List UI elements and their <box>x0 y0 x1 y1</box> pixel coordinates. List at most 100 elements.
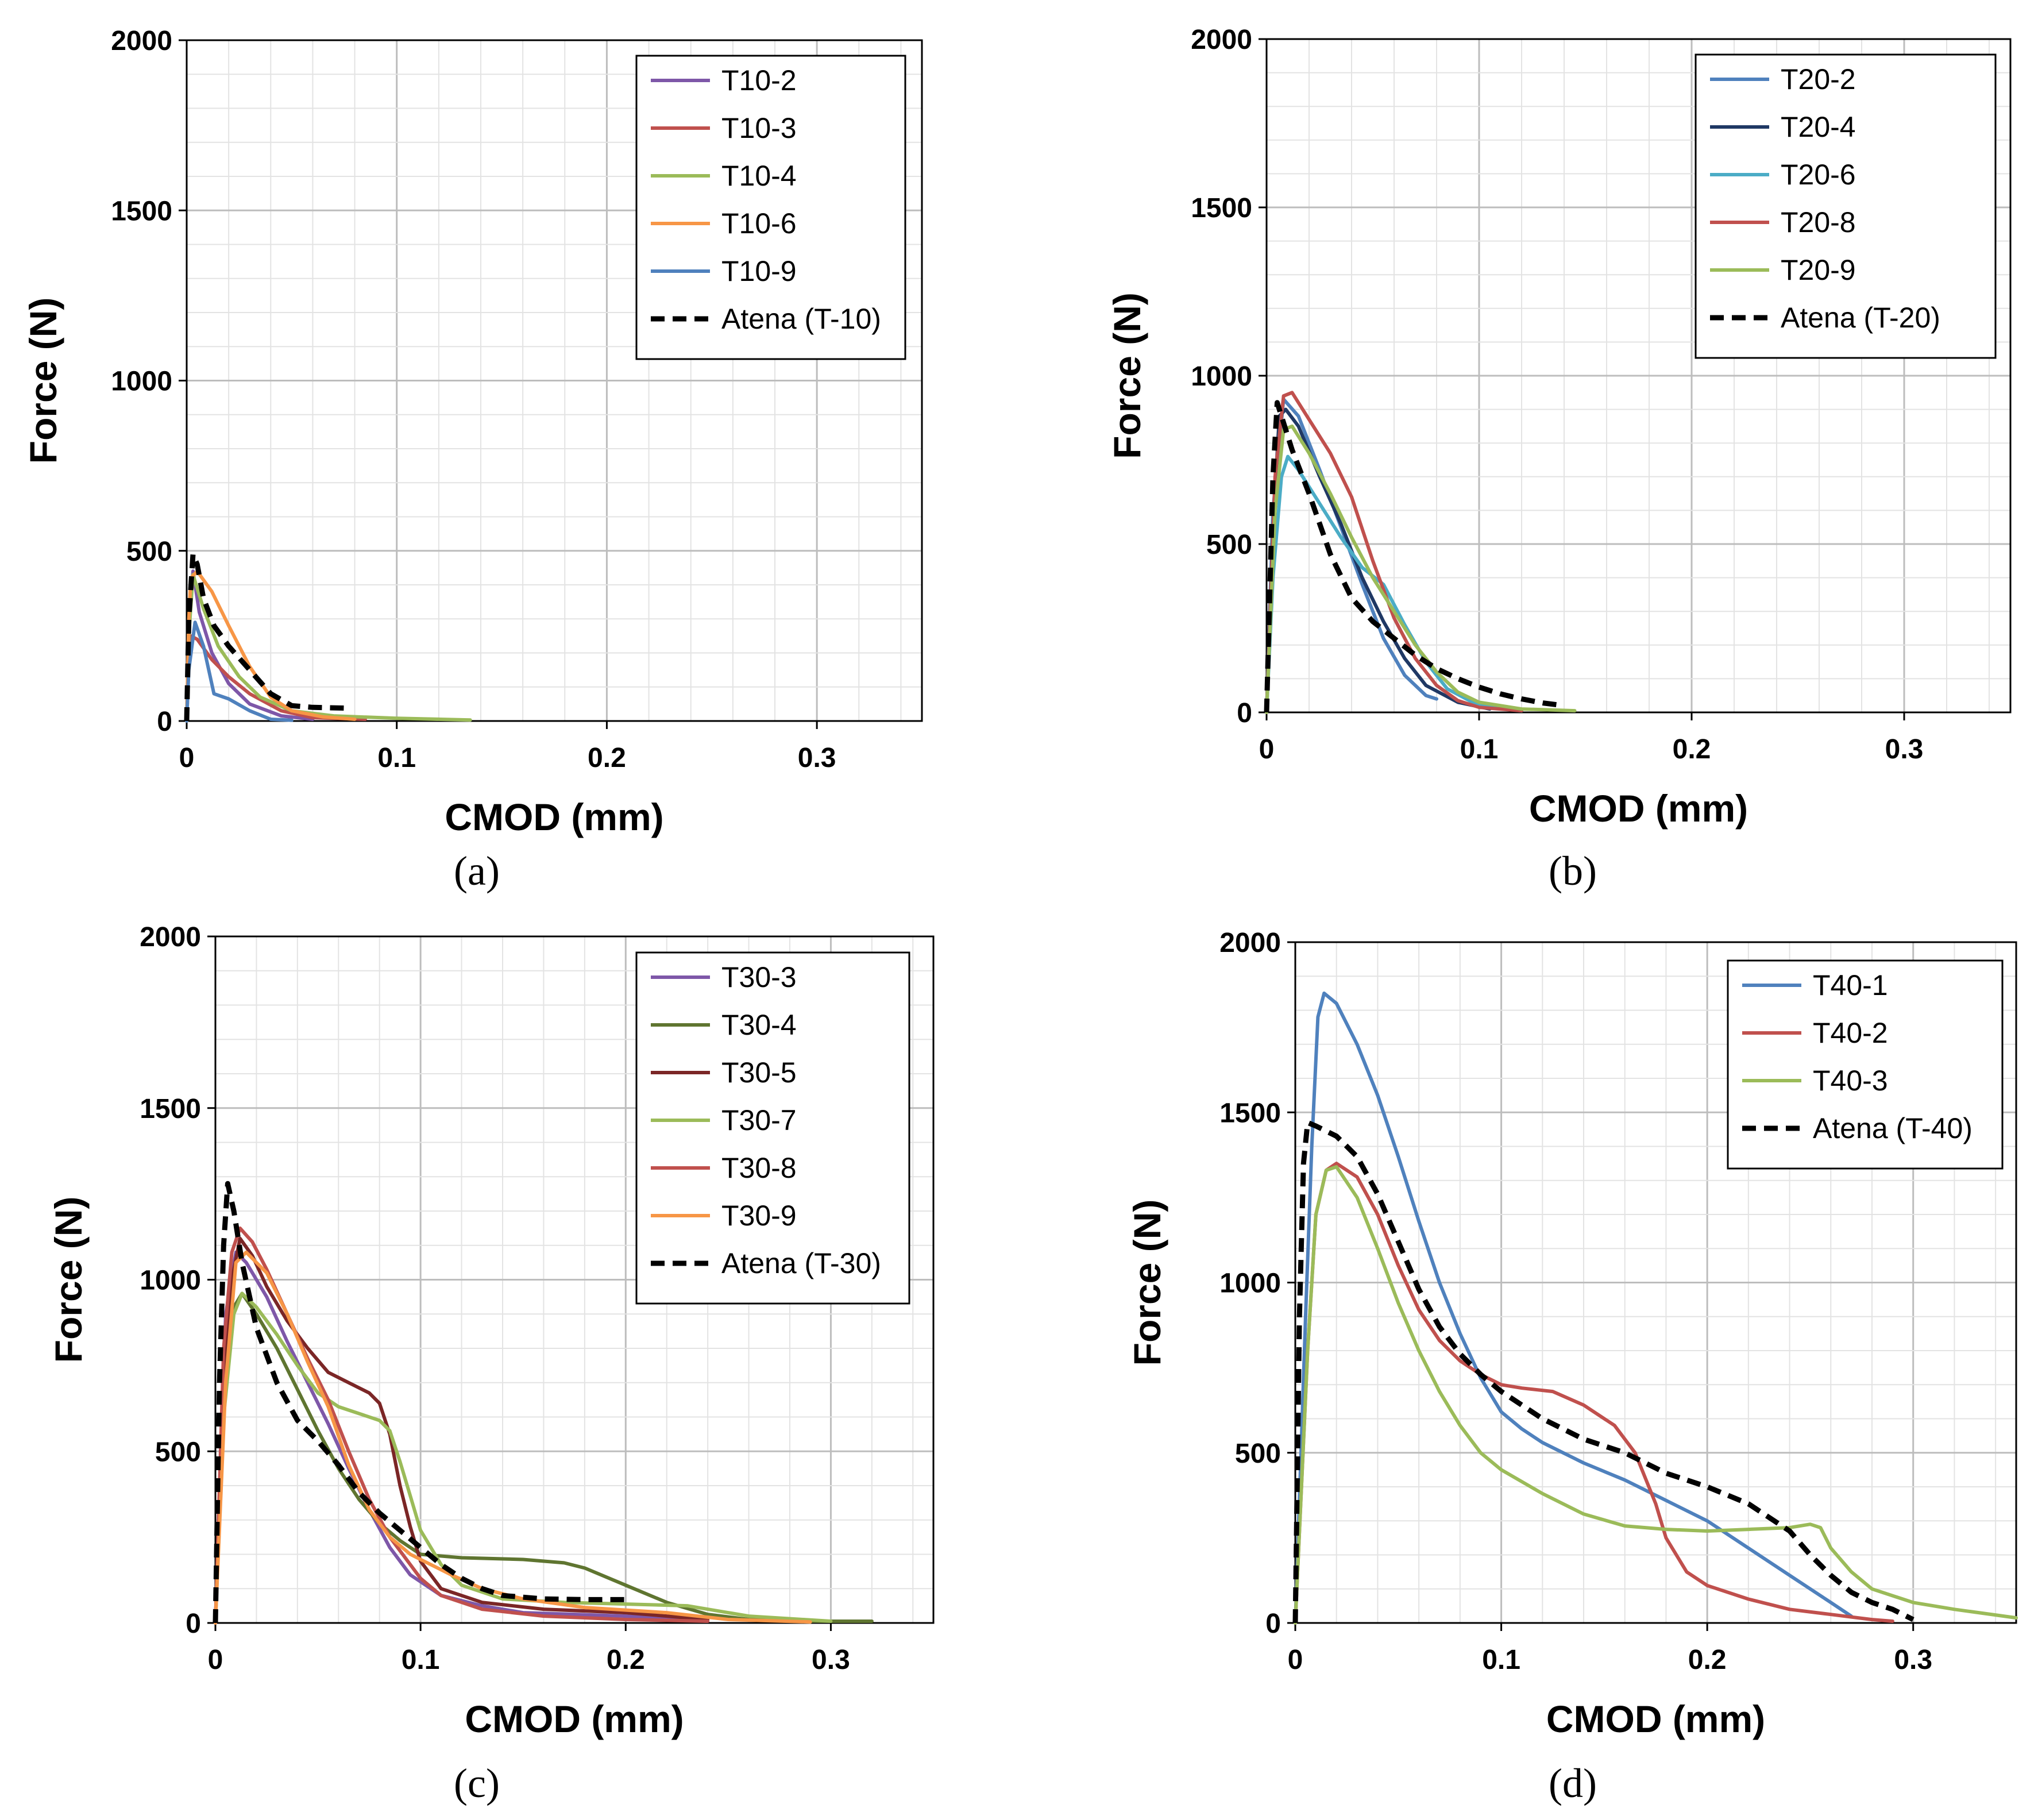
series-line-t30-5 <box>214 1236 710 1625</box>
x-tick-label: 0.3 <box>1894 1645 1932 1675</box>
legend: T20-2 T20-4 T20-6 T20-8 T20-9 Atena (T-20) <box>1695 53 1997 359</box>
y-axis-title: Force (N) <box>22 298 64 464</box>
chart-panel-1: 0 500 1000 1500 2000 0 0.1 0.2 0.3 CMOD (mm) Force… <box>1106 25 2012 894</box>
series-line-t40-1 <box>1294 991 1854 1625</box>
legend-label: T20-4 <box>1781 111 1856 143</box>
legend-label: T40-3 <box>1813 1065 1888 1097</box>
legend: T30-3 T30-4 T30-5 T30-7 T30-8 T30-9 Atena (T-3… <box>635 951 910 1305</box>
series-lines <box>1264 391 1577 714</box>
legend-label: T30-8 <box>721 1152 797 1184</box>
series-line-t40-2 <box>1294 1162 1894 1625</box>
x-tick-label: 0.1 <box>377 743 416 773</box>
y-tick-label: 0 <box>186 1609 201 1639</box>
series-lines <box>213 1181 874 1625</box>
y-tick-label: 500 <box>1235 1439 1281 1469</box>
series-line-t10-2 <box>185 569 315 723</box>
series-line-t20-6 <box>1265 454 1523 714</box>
series-line-t20-4 <box>1265 407 1492 714</box>
x-tick-label: 0.3 <box>798 743 836 773</box>
legend-label: T40-2 <box>1813 1017 1888 1049</box>
y-tick-label: 1500 <box>1219 1098 1281 1128</box>
y-tick-label: 2000 <box>140 922 201 953</box>
y-tick-label: 1000 <box>1219 1268 1281 1299</box>
series-line-atena-t-10- <box>184 552 345 722</box>
series-line-t30-9 <box>214 1250 812 1625</box>
legend-label: T30-9 <box>721 1200 797 1232</box>
legend: T40-1 T40-2 T40-3 Atena (T-40) <box>1727 959 2004 1170</box>
y-axis-title: Force (N) <box>47 1197 90 1363</box>
panel-caption: (b) <box>1549 848 1597 894</box>
y-tick-label: 0 <box>157 707 172 737</box>
series-line-t10-6 <box>185 569 357 723</box>
legend-label: T30-4 <box>721 1009 797 1041</box>
x-axis-title: CMOD (mm) <box>1546 1698 1765 1740</box>
legend-label: T40-1 <box>1813 969 1888 1001</box>
y-tick-label: 500 <box>1206 530 1252 560</box>
series-line-atena-t-30- <box>213 1181 626 1624</box>
legend-label: Atena (T-20) <box>1781 302 1940 334</box>
legend-label: T10-9 <box>721 255 797 287</box>
chart-panel-3: 0 500 1000 1500 2000 0 0.1 0.2 0.3 CMOD (mm) Force… <box>1126 928 2018 1806</box>
y-axis-title: Force (N) <box>1126 1200 1168 1366</box>
panel-caption: (a) <box>454 848 500 894</box>
y-tick-label: 1500 <box>1191 193 1252 223</box>
x-axis-title: CMOD (mm) <box>465 1698 684 1740</box>
legend-label: T30-5 <box>721 1056 797 1089</box>
legend-label: T20-6 <box>1781 159 1856 191</box>
y-tick-label: 2000 <box>1219 928 1281 958</box>
legend-box <box>1695 53 1997 359</box>
y-tick-label: 1000 <box>1191 361 1252 392</box>
y-tick-label: 1000 <box>140 1266 201 1296</box>
series-line-t10-9 <box>185 620 294 723</box>
x-tick-label: 0.3 <box>812 1645 850 1675</box>
series-line-t30-8 <box>214 1226 710 1625</box>
x-tick-label: 0 <box>1259 734 1275 765</box>
legend: T10-2 T10-3 T10-4 T10-6 T10-9 Atena (T-10) <box>635 55 906 360</box>
panel-caption: (c) <box>454 1760 500 1806</box>
y-tick-label: 2000 <box>111 26 172 56</box>
x-tick-label: 0 <box>1288 1645 1303 1675</box>
series-line-t30-7 <box>214 1291 833 1625</box>
x-tick-label: 0 <box>208 1645 223 1675</box>
legend-label: T10-2 <box>721 64 797 97</box>
x-tick-label: 0.1 <box>402 1645 440 1675</box>
legend-label: T20-2 <box>1781 63 1856 95</box>
legend-label: T10-4 <box>721 160 797 192</box>
legend-label: Atena (T-40) <box>1813 1112 1973 1144</box>
x-tick-label: 0.2 <box>1673 734 1711 765</box>
y-axis-title: Force (N) <box>1106 292 1148 459</box>
x-tick-label: 0.1 <box>1482 1645 1520 1675</box>
legend-label: Atena (T-30) <box>721 1247 881 1279</box>
y-tick-label: 1500 <box>140 1094 201 1124</box>
series-line-t20-8 <box>1265 391 1523 714</box>
y-tick-label: 0 <box>1237 698 1252 728</box>
legend-box <box>1727 959 2004 1170</box>
series-lines <box>184 552 472 723</box>
legend-label: T20-9 <box>1781 254 1856 286</box>
y-tick-label: 1000 <box>111 367 172 397</box>
legend-label: T30-3 <box>721 961 797 993</box>
legend-label: Atena (T-10) <box>721 303 881 335</box>
y-tick-label: 500 <box>155 1437 201 1467</box>
x-axis-title: CMOD (mm) <box>445 796 663 838</box>
legend-box <box>635 951 910 1305</box>
y-tick-label: 1500 <box>111 196 172 226</box>
x-tick-label: 0.2 <box>588 743 626 773</box>
series-line-t40-3 <box>1294 1165 2018 1625</box>
x-tick-label: 0.2 <box>607 1645 645 1675</box>
legend-label: T30-7 <box>721 1104 797 1136</box>
x-tick-label: 0 <box>179 743 195 773</box>
legend-box <box>635 55 906 360</box>
chart-panel-2: 0 500 1000 1500 2000 0 0.1 0.2 0.3 CMOD (mm) Force… <box>47 922 935 1806</box>
x-tick-label: 0.2 <box>1688 1645 1727 1675</box>
panel-caption: (d) <box>1549 1760 1597 1806</box>
legend-label: T10-3 <box>721 112 797 144</box>
legend-label: T10-6 <box>721 207 797 240</box>
y-tick-label: 500 <box>126 537 172 567</box>
series-line-atena-t-40- <box>1292 1120 1915 1624</box>
y-tick-label: 0 <box>1265 1609 1281 1639</box>
series-line-t20-9 <box>1265 424 1577 714</box>
legend-label: T20-8 <box>1781 206 1856 238</box>
x-tick-label: 0.3 <box>1885 734 1924 765</box>
